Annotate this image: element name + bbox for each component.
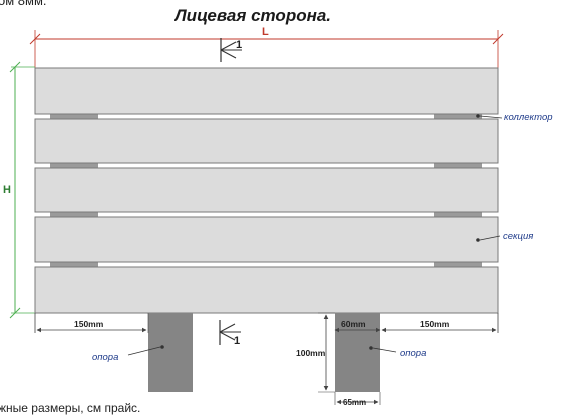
support-depth-label: 60mm (341, 319, 366, 329)
collector-left-1 (50, 114, 98, 119)
section-1 (34, 67, 499, 115)
support-left-callout: опора (92, 345, 164, 363)
top-dimension-l: L (29, 26, 504, 68)
collector-left-4 (50, 262, 98, 267)
bottom-note: жные размеры, см прайс. (0, 401, 141, 415)
clipped-header-text: ом 8мм. (0, 0, 47, 8)
section-marker-top-label: 1 (236, 39, 242, 51)
section-2 (34, 118, 499, 164)
section-marker-bottom-label: 1 (234, 335, 240, 347)
support-width-label: 65mm (343, 398, 366, 407)
sections (34, 67, 499, 314)
dimension-h-label: H (3, 184, 11, 196)
section-callout: секция (476, 231, 533, 242)
section-5 (34, 266, 499, 314)
dimension-l-label: L (262, 26, 269, 38)
collector-left-2 (50, 163, 98, 168)
support-depth-dimension: 60mm (334, 319, 381, 333)
right-offset-dimension: 150mm (381, 313, 499, 333)
support-left-label: опора (92, 352, 118, 363)
support-height-dimension: 100mm (296, 312, 335, 393)
collectors (50, 114, 482, 267)
collector-left-3 (50, 212, 98, 217)
page-title: Лицевая сторона. (175, 6, 332, 25)
collector-callout: коллектор (476, 112, 553, 123)
section-marker-bottom: 1 (219, 320, 241, 347)
supports (148, 313, 380, 392)
support-right-callout: опора (369, 346, 426, 359)
section-3 (34, 167, 499, 213)
left-offset-dimension: 150mm (34, 313, 149, 333)
collector-right-2 (434, 163, 482, 168)
support-width-dimension: 65mm (334, 392, 381, 407)
collector-right-4 (434, 262, 482, 267)
left-offset-label: 150mm (74, 319, 104, 329)
section-label: секция (503, 231, 533, 242)
collector-right-1 (434, 114, 482, 119)
collector-label: коллектор (504, 112, 553, 123)
support-right (335, 313, 380, 392)
collector-right-3 (434, 212, 482, 217)
support-left (148, 313, 193, 392)
support-height-label: 100mm (296, 348, 326, 358)
right-offset-label: 150mm (420, 319, 450, 329)
support-right-label: опора (400, 348, 426, 359)
section-marker-top: 1 (220, 38, 242, 62)
height-dimension-h: H (3, 61, 35, 319)
section-4 (34, 216, 499, 263)
